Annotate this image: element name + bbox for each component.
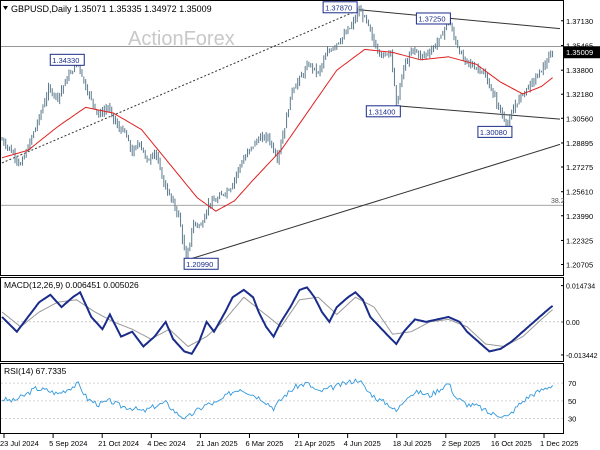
price-y-tick-label: 1.33800 [566,66,593,75]
x-tick-label: 1 Dec 2025 [540,439,578,448]
x-axis: 23 Jul 2024 5 Sep 2024 21 Oct 2024 4 Dec 20… [0,434,578,448]
x-tick-label: 4 Jun 2025 [344,439,381,448]
swing-label: 1.30080 [477,125,513,138]
swing-label-text: 1.20990 [186,260,213,269]
trendline [359,9,561,30]
x-tick-label: 21 Jan 2025 [196,439,237,448]
swing-label-text: 1.37250 [418,14,445,23]
price-labels: 1.34330 1.20990 1.37870 1.37250 1.31400 1.300… [49,1,513,270]
x-tick-label: 2 Sep 2025 [442,439,480,448]
macd-line [1,286,554,355]
price-y-tick-label: 1.30560 [566,114,593,123]
price-y-tick-label: 1.23990 [566,212,593,221]
swing-label-text: 1.34330 [52,56,79,65]
current-price-label: 1.35009 [566,48,593,57]
price-y-tick-label: 1.35465 [566,41,593,50]
price-series [1,5,554,261]
x-tick-label: 18 Jul 2025 [393,439,432,448]
x-tick-label: 23 Jul 2024 [0,439,39,448]
price-y-tick-label: 1.20705 [566,261,593,270]
swing-label-text: 1.37870 [325,3,352,12]
x-tick-label: 4 Dec 2024 [147,439,185,448]
moving-average-line [1,48,553,212]
swing-label: 1.31400 [365,105,401,118]
x-tick-label: 16 Oct 2025 [491,439,532,448]
swing-label: 1.20990 [183,257,219,270]
rsi-line [1,378,553,420]
price-y-tick-label: 1.22325 [566,236,593,245]
price-y-tick-label: 1.32180 [566,90,593,99]
price-y-tick-label: 1.25610 [566,188,593,197]
x-tick-label: 21 Apr 2025 [295,439,335,448]
moving-average-series [1,48,553,212]
swing-label-text: 1.30080 [480,128,507,137]
price-y-tick-label: 1.27275 [566,163,593,172]
x-tick-label: 5 Sep 2024 [49,439,87,448]
macd-y-tick-label: 0.014734 [566,284,595,291]
chart-title: GBPUSD,Daily 1.35071 1.35335 1.34972 1.3… [11,4,212,14]
symbol-dropdown-icon[interactable] [3,6,8,10]
swing-label: 1.37250 [415,12,451,25]
macd-y-tick-label: 0.00 [566,320,580,327]
current-price-marker: 1.35009 [564,46,600,59]
rsi-title: RSI(14) 67.7335 [4,366,67,376]
watermark: ActionForex [128,28,235,50]
price-grid: 38.2 [1,46,565,206]
macd-layer: 0.014734 0.00 -0.013442 [1,284,598,360]
macd-y-tick-label: -0.013442 [566,353,598,360]
rsi-y-tick-label: 30 [568,415,576,424]
trendlines [1,9,561,261]
price-panel-frame [0,0,564,276]
price-y-axis: 1.37130 1.35465 1.33800 1.32180 1.30560 1.288… [561,17,593,270]
trendline [396,105,561,120]
swing-label-text: 1.31400 [368,107,395,116]
swing-label: 1.37870 [322,1,358,14]
trendline [1,9,360,164]
price-y-tick-label: 1.37130 [566,17,593,26]
swing-label: 1.34330 [49,53,85,66]
trendline [185,143,561,261]
rsi-y-tick-label: 70 [568,379,576,388]
x-tick-label: 6 Mar 2025 [245,439,283,448]
rsi-layer: 70 50 30 [1,378,576,424]
x-tick-label: 21 Oct 2024 [98,439,139,448]
fib-label: 38.2 [551,198,565,205]
rsi-y-tick-label: 50 [568,397,576,406]
macd-title: MACD(12,26,9) 0.006451 0.005026 [4,280,139,290]
price-y-tick-label: 1.28895 [566,139,593,148]
